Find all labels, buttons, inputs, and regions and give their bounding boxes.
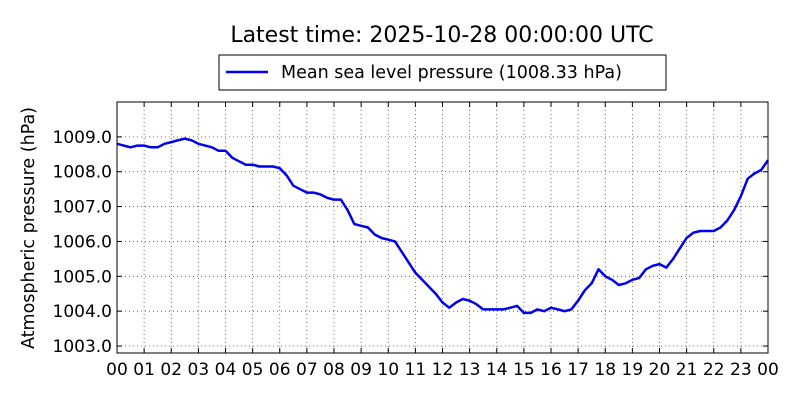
x-tick-label: 03: [188, 360, 210, 380]
x-tick-labels: 00 01 02 03 04 05 06 07 08 09 10 11 12 13 14 15 16 17 18 19…: [106, 360, 779, 380]
grid-layer: [117, 102, 768, 353]
x-tick-label: 11: [405, 360, 427, 380]
y-tick-label: 1007.0: [53, 198, 112, 218]
y-axis-label: Atmospheric pressure (hPa): [19, 107, 39, 349]
x-tick-label: 20: [649, 360, 671, 380]
x-tick-label: 23: [730, 360, 752, 380]
x-tick-label: 04: [215, 360, 237, 380]
y-tick-label: 1004.0: [53, 302, 112, 322]
tick-layer: [116, 102, 769, 353]
x-tick-label: 16: [540, 360, 562, 380]
y-tick-label: 1009.0: [53, 128, 112, 148]
x-tick-label: 07: [296, 360, 318, 380]
x-tick-label: 18: [594, 360, 616, 380]
chart-title: Latest time: 2025-10-28 00:00:00 UTC: [230, 23, 653, 48]
x-tick-label: 15: [513, 360, 535, 380]
x-tick-label: 01: [133, 360, 155, 380]
x-tick-label: 05: [242, 360, 264, 380]
legend-label: Mean sea level pressure (1008.33 hPa): [281, 63, 622, 83]
x-tick-label: 10: [377, 360, 399, 380]
series-line-mslp: [116, 137, 770, 315]
x-tick-label: 02: [160, 360, 182, 380]
x-tick-label: 06: [269, 360, 291, 380]
x-tick-label: 14: [486, 360, 508, 380]
x-tick-label: 00: [757, 360, 779, 380]
y-tick-labels: 1003.0 1004.0 1005.0 1006.0 1007.0 1008.0 1009…: [53, 128, 112, 357]
y-tick-label: 1005.0: [53, 267, 112, 287]
x-tick-label: 12: [432, 360, 454, 380]
legend-box: [218, 54, 667, 91]
y-tick-label: 1003.0: [53, 337, 112, 357]
x-tick-label: 00: [106, 360, 128, 380]
y-tick-label: 1006.0: [53, 232, 112, 252]
legend: Mean sea level pressure (1008.33 hPa): [218, 54, 667, 91]
x-tick-label: 17: [567, 360, 589, 380]
plot-frame: [116, 101, 769, 354]
x-tick-label: 13: [459, 360, 481, 380]
y-tick-label: 1008.0: [53, 163, 112, 183]
x-tick-label: 09: [350, 360, 372, 380]
x-tick-label: 19: [622, 360, 644, 380]
x-tick-label: 08: [323, 360, 345, 380]
x-tick-label: 21: [676, 360, 698, 380]
x-tick-label: 22: [703, 360, 725, 380]
